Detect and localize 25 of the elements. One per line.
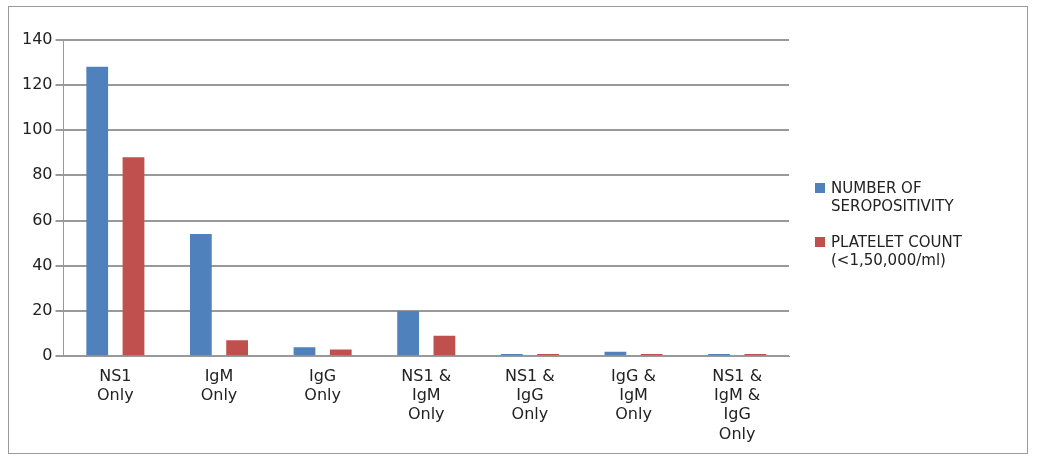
bar — [397, 310, 420, 356]
legend-label: PLATELET COUNT (<1,50,000/ml) — [831, 233, 963, 269]
x-tick-label: NS1 Only — [97, 365, 134, 405]
x-tick-label: IgG & IgM Only — [611, 365, 656, 424]
y-tick-label: 80 — [32, 164, 53, 184]
bar — [86, 66, 109, 356]
y-tick-label: 60 — [32, 209, 53, 229]
x-tick-label: NS1 & IgG Only — [504, 365, 555, 424]
bar — [329, 349, 352, 356]
bar — [122, 157, 145, 356]
y-tick-label: 40 — [32, 254, 53, 274]
y-tick-label: 100 — [21, 119, 53, 139]
x-tick-label: IgG Only — [304, 365, 341, 405]
x-tick-label: NS1 & IgM Only — [401, 365, 452, 424]
bar — [189, 234, 212, 356]
y-tick-label: 20 — [32, 300, 53, 320]
bar — [293, 347, 316, 356]
bar — [433, 335, 456, 356]
legend-label: NUMBER OF SEROPOSITIVITY — [831, 179, 955, 215]
x-tick-label: NS1 & IgM & IgG Only — [712, 365, 763, 443]
bar — [226, 340, 249, 356]
x-tick-label: IgM Only — [200, 365, 238, 405]
y-tick-label: 120 — [21, 73, 53, 93]
y-tick-label: 0 — [42, 345, 53, 365]
y-tick-label: 140 — [21, 28, 53, 48]
